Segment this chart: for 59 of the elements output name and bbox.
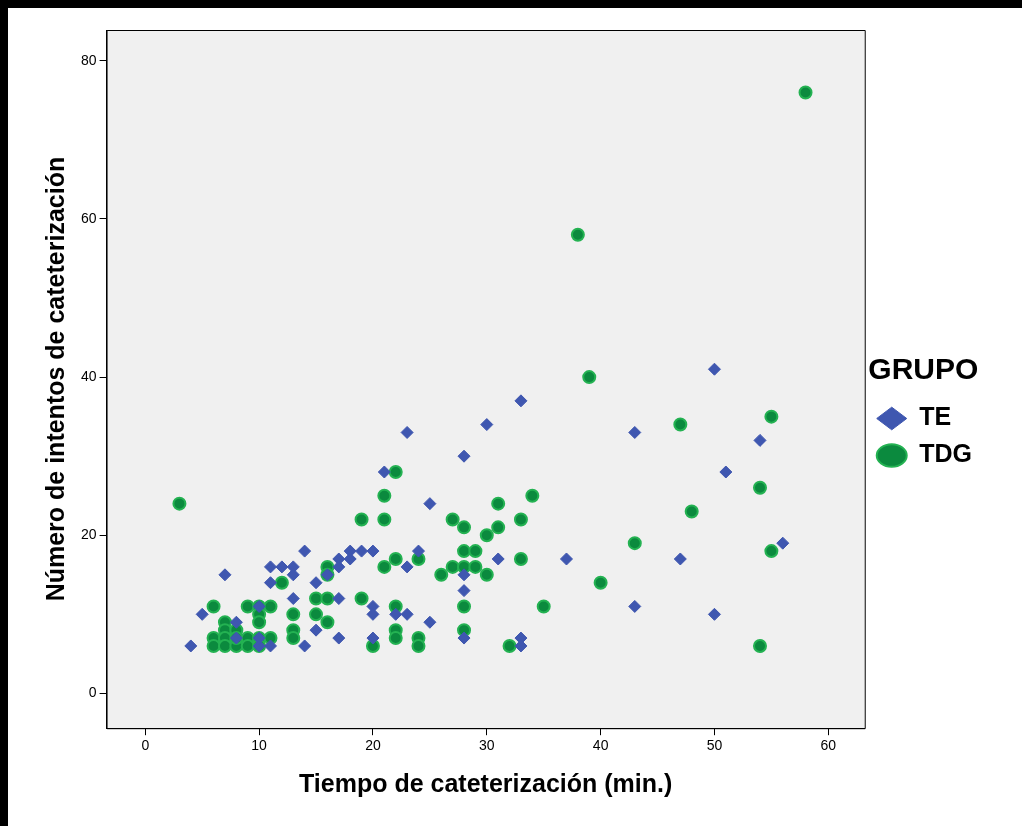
point <box>457 584 471 598</box>
point <box>400 607 414 621</box>
point <box>184 639 198 653</box>
point <box>753 433 767 447</box>
point <box>776 536 790 550</box>
point <box>229 615 243 629</box>
point <box>411 544 425 558</box>
point <box>377 465 391 479</box>
x-tick-label: 30 <box>479 737 495 754</box>
point <box>480 418 494 432</box>
point <box>264 560 277 574</box>
point <box>195 607 209 621</box>
x-tick-label: 40 <box>592 737 609 754</box>
x-tick-label: 0 <box>141 737 150 754</box>
point <box>400 560 414 574</box>
y-tick-label: 80 <box>80 51 97 68</box>
point <box>332 631 346 645</box>
legend-label: TDG <box>919 439 973 468</box>
point <box>286 592 300 606</box>
point <box>457 568 471 582</box>
point <box>332 592 346 606</box>
point <box>389 607 403 621</box>
x-tick-label: 20 <box>365 737 381 754</box>
point <box>707 362 721 376</box>
y-axis-title: Número de intentos de cateterización <box>40 156 69 602</box>
y-tick-label: 40 <box>80 367 97 384</box>
point <box>423 497 437 511</box>
x-axis-title: Tiempo de cateterización (min.) <box>299 768 673 797</box>
point <box>514 394 528 408</box>
legend-title: GRUPO <box>868 352 979 386</box>
y-tick-label: 60 <box>80 209 97 226</box>
y-tick-label: 0 <box>88 684 97 701</box>
point <box>707 607 721 621</box>
point <box>264 576 277 590</box>
point <box>719 465 733 479</box>
point <box>218 568 232 582</box>
point <box>628 425 642 439</box>
point <box>264 639 277 653</box>
x-tick-label: 50 <box>706 737 723 754</box>
point <box>366 631 380 645</box>
point <box>355 544 369 558</box>
point <box>491 552 505 566</box>
point <box>298 639 312 653</box>
point <box>423 615 437 629</box>
point <box>559 552 573 566</box>
point <box>628 599 642 613</box>
x-tick-label: 10 <box>251 737 268 754</box>
point <box>298 544 312 558</box>
point <box>673 552 687 566</box>
point <box>275 560 289 574</box>
point <box>309 576 323 590</box>
point <box>400 425 414 439</box>
point <box>309 623 323 637</box>
legend-label: TE <box>919 402 952 431</box>
point <box>366 544 380 558</box>
y-tick-label: 20 <box>80 526 97 543</box>
x-tick-label: 60 <box>820 737 837 754</box>
point <box>457 449 471 463</box>
point <box>457 631 471 645</box>
